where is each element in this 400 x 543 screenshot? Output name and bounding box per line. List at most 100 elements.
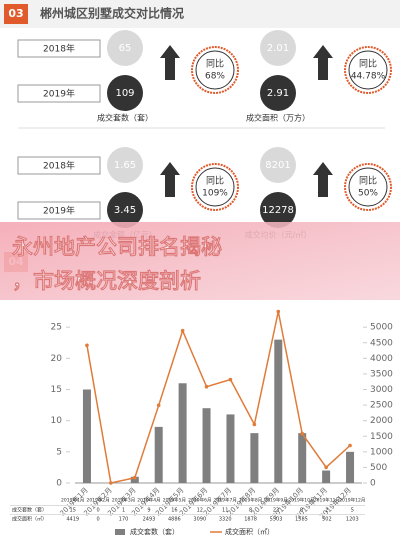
table-cell: 11: [222, 508, 228, 514]
yoy-value: 68%: [205, 72, 225, 82]
value-text: 109: [115, 88, 134, 99]
metric-label: 成交套数（套）: [97, 113, 153, 123]
y2-tick-label: 4000: [370, 354, 393, 364]
table-header: 2019年10月: [288, 497, 314, 504]
year-label: 2019年: [43, 205, 75, 217]
table-cell: 5503: [270, 517, 283, 523]
value-circle: [107, 75, 143, 111]
yoy-circle: [348, 50, 388, 90]
table-cell: 2493: [143, 517, 156, 523]
year-label: 2018年: [43, 160, 75, 172]
table-header: 2019年12月: [339, 497, 365, 504]
value-text: 12278: [262, 205, 294, 216]
yoy-label: 同比: [206, 58, 224, 70]
table-cell: 1: [122, 508, 125, 514]
table-header: 2019年1月: [61, 497, 84, 504]
table-cell: 9: [147, 508, 150, 514]
line-point: [204, 384, 209, 389]
table-header: 2019年2月: [86, 497, 109, 504]
badge-text: 03: [8, 7, 23, 20]
table-cell: 2: [325, 508, 328, 514]
bar: [250, 433, 259, 483]
y2-tick-label: 500: [370, 463, 387, 473]
yoy-value: 44.78%: [351, 72, 386, 82]
line-point: [276, 309, 281, 314]
line-point: [132, 475, 137, 480]
table-row-name: 成交套数（套）: [12, 507, 47, 514]
year-label: 2019年: [43, 88, 75, 100]
y-tick-label: 25: [51, 323, 62, 333]
table-cell: 3320: [219, 517, 232, 523]
table-header: 2019年8月: [239, 497, 262, 504]
table-header: 2019年3月: [112, 497, 135, 504]
line: [86, 311, 351, 484]
bar: [226, 414, 235, 483]
yoy-ring: [344, 163, 392, 211]
banner-line: 永州地产公司排名揭秘: [11, 235, 222, 259]
table-header: 2019年11月: [314, 497, 340, 504]
yoy-label: 同比: [206, 175, 224, 187]
table-cell: 5: [351, 508, 354, 514]
bar: [154, 426, 163, 483]
line-point: [180, 328, 185, 333]
y2-tick-label: 1000: [370, 447, 393, 457]
yoy-label: 同比: [359, 175, 377, 187]
table-cell: 4419: [66, 517, 79, 523]
metric-label: 成交面积（万方）: [246, 113, 310, 123]
line-point: [252, 422, 257, 427]
year-box: [17, 201, 101, 220]
value-circle: [260, 75, 296, 111]
yoy-value: 50%: [358, 189, 378, 199]
bar: [298, 433, 307, 483]
section-title: 郴州城区别墅成交对比情况: [40, 6, 184, 21]
value-text: 3.45: [114, 205, 136, 216]
bar: [274, 339, 283, 483]
line-point: [156, 403, 161, 408]
up-arrow: [313, 45, 333, 80]
table-cell: 170: [119, 517, 129, 523]
y-tick-label: 0: [56, 479, 62, 489]
banner-line: ，市场概况深度剖析: [12, 269, 201, 293]
bar: [178, 383, 187, 483]
banner: [0, 222, 400, 300]
table-cell: 16: [171, 508, 177, 514]
table-cell: 3090: [193, 517, 206, 523]
y2-tick-label: 4500: [370, 338, 393, 348]
table-cell: 8: [249, 508, 252, 514]
table-cell: 12: [197, 508, 203, 514]
yoy-ring: [344, 46, 392, 94]
value-text: 65: [119, 43, 132, 54]
bar: [82, 389, 91, 483]
yoy-circle: [195, 50, 235, 90]
y-tick-label: 15: [51, 385, 62, 395]
yoy-ring: [191, 163, 239, 211]
y-tick-label: 5: [56, 447, 62, 457]
table-row-name: 成交面积（㎡）: [12, 516, 47, 523]
year-box: [17, 84, 101, 103]
line-point: [348, 443, 352, 448]
legend-label: 成交套数（套）: [130, 527, 179, 536]
table-header: 2019年9月: [264, 497, 287, 504]
value-text: 1.65: [114, 160, 136, 171]
value-circle: [260, 192, 296, 228]
bar: [346, 451, 355, 483]
table-cell: 502: [322, 517, 332, 523]
table-header: 2019年7月: [214, 497, 237, 504]
y2-tick-label: 3500: [370, 369, 393, 379]
table-header: 2019年5月: [163, 497, 186, 504]
y2-tick-label: 1500: [370, 432, 393, 442]
y2-tick-label: 2000: [370, 416, 393, 426]
bar: [322, 470, 331, 483]
value-text: 2.91: [267, 88, 289, 99]
table-cell: 4886: [168, 517, 181, 523]
line-point: [85, 343, 89, 348]
table-cell: 0: [97, 517, 100, 523]
value-circle: [107, 192, 143, 228]
line-point: [228, 377, 233, 382]
line-point: [324, 465, 328, 470]
up-arrow: [160, 162, 180, 197]
yoy-circle: [195, 167, 235, 207]
table-cell: 1203: [346, 517, 359, 523]
